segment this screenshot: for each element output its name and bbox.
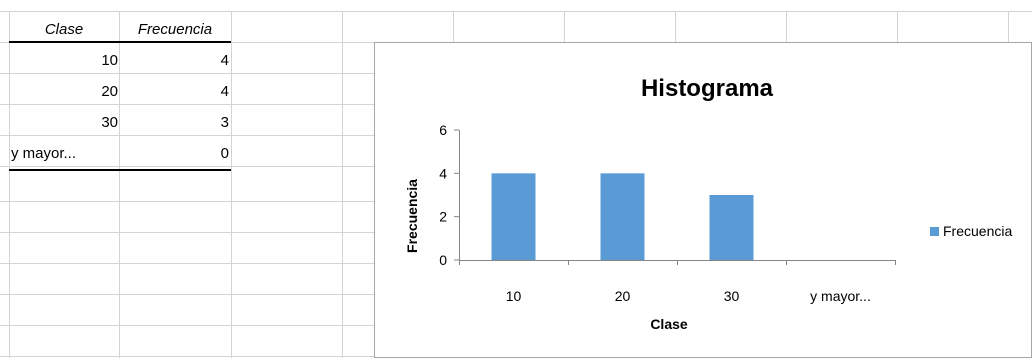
plot-area: 0 2 4 6 10 20 30 y mayor...	[439, 122, 896, 304]
legend-swatch	[930, 227, 939, 236]
cell-frecuencia[interactable]: 3	[220, 114, 229, 131]
x-tick-label: 10	[506, 288, 522, 304]
bar[interactable]	[600, 173, 645, 260]
bar[interactable]	[491, 173, 536, 260]
y-axis-title: Frecuencia	[404, 179, 420, 253]
cell-clase[interactable]: 20	[101, 83, 118, 100]
chart-area[interactable]	[374, 42, 1032, 358]
y-tick-label: 2	[439, 209, 447, 225]
cell-frecuencia[interactable]: 0	[220, 145, 229, 162]
cell-clase[interactable]: 10	[101, 52, 118, 69]
y-tick-label: 4	[439, 165, 447, 181]
cell-frecuencia[interactable]: 4	[220, 83, 229, 100]
x-axis-title: Clase	[650, 316, 688, 332]
x-tick-label: 20	[615, 288, 631, 304]
histogram-chart[interactable]: Histograma 0 2 4 6 10 20 30 y mayor... Clase Fr…	[374, 42, 1032, 358]
header-frecuencia[interactable]: Frecuencia	[137, 21, 213, 38]
cell-clase[interactable]: y mayor...	[11, 145, 77, 162]
y-tick-label: 6	[439, 122, 447, 138]
bar[interactable]	[709, 195, 754, 260]
cell-frecuencia[interactable]: 4	[220, 52, 229, 69]
chart-title[interactable]: Histograma	[641, 75, 774, 102]
x-tick-label: 30	[724, 288, 740, 304]
legend-label: Frecuencia	[943, 223, 1012, 239]
header-clase[interactable]: Clase	[44, 21, 84, 38]
cell-clase[interactable]: 30	[101, 114, 118, 131]
x-tick-label: y mayor...	[810, 288, 871, 304]
y-tick-label: 0	[439, 252, 447, 268]
